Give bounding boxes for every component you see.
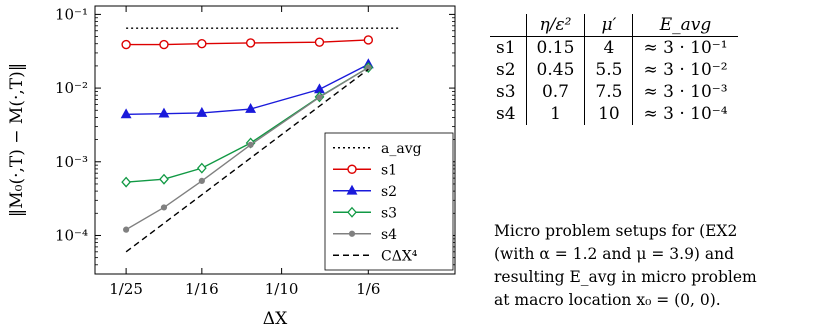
table-cell: ≈ 3 · 10⁻² — [632, 59, 738, 81]
table-cell: s2 — [496, 60, 516, 80]
x-tick-label: 1/25 — [109, 280, 143, 298]
setup-table: η/ε² μ′ E_avg s1 0.15 4 ≈ 3 · 10⁻¹ s2 0.45 5.5 ≈ … — [490, 14, 738, 125]
legend-label-s4: s4 — [381, 227, 397, 243]
table-cell: ≈ 3 · 10⁻¹ — [632, 36, 738, 59]
convergence-chart: 10⁻¹ 10⁻² 10⁻³ 10⁻⁴ 1/25 1/16 1/10 1/6 ΔX ‖M₀(·,T… — [7, 5, 456, 329]
data-point-s1 — [363, 35, 374, 45]
table-cell: 0.7 — [525, 81, 585, 103]
data-point-s4 — [160, 204, 168, 211]
data-point-s1 — [159, 39, 169, 50]
series-line-s1 — [126, 39, 369, 46]
y-tick-label: 10⁻⁴ — [55, 226, 88, 244]
table-cell: 7.5 — [584, 81, 633, 103]
legend-label-a-avg: a_avg — [381, 141, 422, 157]
plot-frame — [94, 5, 456, 275]
data-point-s4 — [198, 177, 205, 185]
data-point-s4 — [123, 226, 130, 233]
legend-label-s1: s1 — [381, 162, 397, 178]
table-cell: 5.5 — [584, 59, 633, 81]
data-point-s3 — [196, 162, 207, 174]
x-axis-label: ΔX — [263, 309, 288, 329]
table-row: s3 0.7 7.5 ≈ 3 · 10⁻³ — [490, 81, 738, 103]
table-header-cell: E_avg — [632, 14, 738, 37]
legend-label-c-x: CΔX⁴ — [381, 248, 418, 264]
data-point-s3 — [121, 176, 131, 188]
data-point-s1 — [314, 37, 325, 47]
setup-table-header: η/ε² μ′ E_avg — [490, 14, 738, 37]
x-tick-label: 1/6 — [356, 280, 380, 298]
data-point-s2 — [245, 102, 257, 113]
y-tick-label: 10⁻² — [55, 79, 88, 97]
data-point-s2 — [158, 107, 170, 118]
table-cell: s3 — [496, 82, 516, 102]
legend-marker-s2 — [346, 184, 358, 195]
x-tick-label: 1/16 — [185, 280, 219, 298]
legend-label-s3: s3 — [381, 205, 397, 221]
y-tick-label: 10⁻¹ — [55, 5, 88, 23]
legend-marker-s4 — [348, 230, 356, 237]
table-caption: Micro problem setups for (EX2 (with α = … — [494, 222, 757, 309]
data-point-s4 — [316, 94, 323, 101]
table-cell: 10 — [584, 103, 633, 125]
y-axis-label: ‖M₀(·,T) − M(·,T)‖ — [7, 63, 27, 218]
table-cell: 4 — [584, 36, 633, 59]
series-line-s2 — [126, 63, 369, 116]
table-cell: ≈ 3 · 10⁻³ — [632, 81, 738, 103]
y-tick-label: 10⁻³ — [55, 153, 88, 171]
setup-table-panel: η/ε² μ′ E_avg s1 0.15 4 ≈ 3 · 10⁻¹ s2 0.45 5.5 ≈ … — [490, 14, 835, 125]
table-cell: ≈ 3 · 10⁻⁴ — [632, 103, 738, 125]
series-line-c-x — [125, 68, 369, 253]
table-header-cell: μ′ — [584, 14, 633, 37]
data-point-s1 — [197, 39, 207, 49]
data-point-s2 — [120, 108, 132, 119]
data-point-s4 — [247, 141, 254, 148]
table-row: s4 1 10 ≈ 3 · 10⁻⁴ — [490, 103, 738, 125]
table-cell: 0.45 — [525, 59, 585, 81]
table-cell: s1 — [496, 38, 516, 58]
table-cell: 0.15 — [525, 36, 585, 59]
legend-box — [324, 132, 454, 271]
legend-marker-s3 — [347, 206, 357, 218]
data-point-s1 — [121, 39, 131, 50]
table-cell: s4 — [496, 104, 516, 124]
series-line-s4 — [125, 66, 369, 231]
data-point-s2 — [196, 106, 208, 117]
legend-label-s2: s2 — [381, 184, 397, 200]
setup-table-body: s1 0.15 4 ≈ 3 · 10⁻¹ s2 0.45 5.5 ≈ 3 · 10⁻² s3 0.… — [490, 36, 738, 125]
table-row: s2 0.45 5.5 ≈ 3 · 10⁻² — [490, 59, 738, 81]
table-row: s1 0.15 4 ≈ 3 · 10⁻¹ — [490, 36, 738, 59]
data-point-s1 — [245, 38, 256, 48]
table-header-cell: η/ε² — [525, 14, 585, 37]
legend-marker-s1 — [347, 164, 357, 174]
table-cell: 1 — [525, 103, 585, 125]
data-point-s3 — [159, 173, 169, 185]
table-header-cell — [490, 14, 527, 37]
x-tick-label: 1/10 — [265, 280, 299, 298]
